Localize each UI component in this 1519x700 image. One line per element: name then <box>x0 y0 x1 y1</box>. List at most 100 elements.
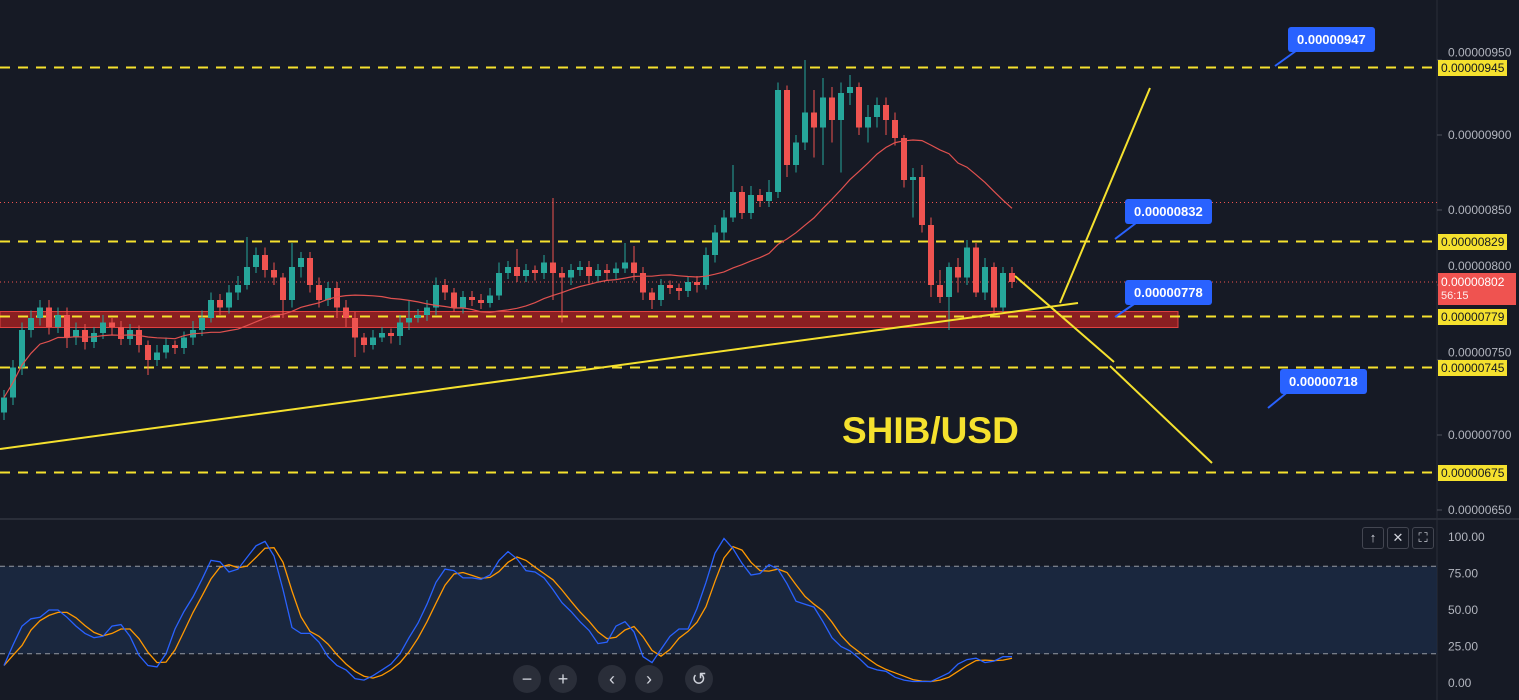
chart-title: SHIB/USD <box>842 410 1019 451</box>
maximize-pane-button[interactable]: ⛶ <box>1412 527 1434 549</box>
oscillator-k-line <box>3 537 1012 683</box>
candle-body <box>172 345 178 348</box>
candle-body <box>523 270 529 276</box>
candle-body <box>802 112 808 143</box>
candle-body <box>622 262 628 269</box>
zoom-in-button[interactable]: + <box>549 665 577 693</box>
candle-body <box>1000 273 1006 308</box>
candle-body <box>550 262 556 273</box>
zoom-out-button[interactable]: − <box>513 665 541 693</box>
callout-label[interactable]: 0.00000718 <box>1280 369 1367 394</box>
scroll-left-button[interactable]: ‹ <box>598 665 626 693</box>
candle-body <box>46 307 52 327</box>
level-price-tag: 0.00000829 <box>1438 233 1508 250</box>
candle-body <box>361 337 367 345</box>
candle-body <box>748 195 754 213</box>
candle-body <box>973 247 979 293</box>
candle-body <box>253 255 259 267</box>
candle-body <box>766 192 772 201</box>
candle-body <box>586 267 592 276</box>
bearish-projection-line <box>1014 275 1115 363</box>
candle-body <box>640 273 646 293</box>
candle-body <box>712 232 718 255</box>
oscillator-band <box>0 566 1437 654</box>
candles <box>1 60 1015 420</box>
price-tick-label: 0.00000650 <box>1448 503 1512 517</box>
candle-body <box>595 270 601 276</box>
candle-body <box>235 285 241 293</box>
level-price-tag: 0.00000675 <box>1438 464 1508 481</box>
oscillator-tick-label: 100.00 <box>1448 530 1485 544</box>
candle-body <box>730 192 736 218</box>
candle-body <box>325 288 331 300</box>
close-pane-button[interactable]: ✕ <box>1387 527 1409 549</box>
trend-lines <box>0 47 1301 464</box>
callout-label[interactable]: 0.00000778 <box>1125 280 1212 305</box>
reset-chart-button[interactable]: ↺ <box>685 665 713 693</box>
candle-body <box>289 267 295 300</box>
candle-body <box>1009 273 1015 282</box>
candle-body <box>505 267 511 273</box>
scroll-right-button[interactable]: › <box>635 665 663 693</box>
candle-body <box>658 285 664 300</box>
candle-body <box>370 337 376 345</box>
oscillator-tick-label: 75.00 <box>1448 567 1478 581</box>
candle-body <box>532 270 538 273</box>
candle-body <box>514 267 520 276</box>
candle-body <box>946 267 952 297</box>
candle-body <box>91 333 97 342</box>
candle-body <box>964 247 970 278</box>
price-axis: 0.00000950 0.00000900 0.00000850 0.00000800… <box>1437 46 1512 517</box>
candle-body <box>415 315 421 318</box>
candle-body <box>100 322 106 333</box>
candle-body <box>577 267 583 270</box>
candle-body <box>433 285 439 308</box>
candle-body <box>568 270 574 278</box>
candle-body <box>874 105 880 117</box>
candle-body <box>307 258 313 285</box>
level-price-tag: 0.00000945 <box>1438 59 1508 76</box>
candle-body <box>721 217 727 233</box>
bar-countdown: 56:15 <box>1441 290 1469 302</box>
candle-body <box>55 315 61 327</box>
candle-body <box>676 288 682 291</box>
callout-label[interactable]: 0.00000832 <box>1125 199 1212 224</box>
candle-body <box>919 177 925 225</box>
candle-body <box>685 282 691 291</box>
candle-body <box>244 267 250 285</box>
candle-body <box>109 322 115 327</box>
level-price-tag: 0.00000779 <box>1438 308 1508 325</box>
candle-body <box>559 273 565 278</box>
candle-body <box>469 297 475 300</box>
candle-body <box>397 322 403 336</box>
candle-body <box>1 397 7 413</box>
candle-body <box>937 285 943 297</box>
candle-body <box>226 292 232 308</box>
oscillator-tick-label: 0.00 <box>1448 676 1472 690</box>
price-tick-label: 0.00000900 <box>1448 128 1512 142</box>
move-pane-up-button[interactable]: ↑ <box>1362 527 1384 549</box>
candle-body <box>271 270 277 278</box>
axis-background <box>1437 0 1519 700</box>
price-tick-label: 0.00000850 <box>1448 203 1512 217</box>
candle-body <box>784 90 790 165</box>
bullish-projection-line <box>1059 87 1151 304</box>
candle-body <box>982 267 988 293</box>
candle-body <box>460 297 466 308</box>
candle-body <box>613 268 619 273</box>
level-price-tag: 0.00000745 <box>1438 359 1508 376</box>
candle-body <box>298 258 304 267</box>
candle-body <box>829 97 835 120</box>
candle-body <box>955 267 961 278</box>
candle-body <box>217 300 223 308</box>
oscillator-tick-label: 25.00 <box>1448 640 1478 654</box>
callout-label[interactable]: 0.00000947 <box>1288 27 1375 52</box>
horizontal-levels <box>0 66 1437 474</box>
candle-body <box>847 87 853 93</box>
candle-body <box>145 345 151 360</box>
candle-body <box>19 330 25 368</box>
candle-body <box>199 318 205 330</box>
candle-body <box>208 300 214 318</box>
candle-body <box>649 292 655 300</box>
